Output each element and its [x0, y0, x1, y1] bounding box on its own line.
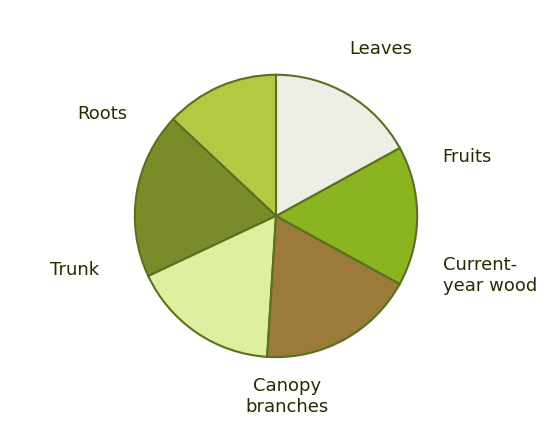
- Text: Canopy
branches: Canopy branches: [246, 377, 329, 416]
- Wedge shape: [267, 216, 400, 357]
- Wedge shape: [148, 216, 276, 357]
- Text: Fruits: Fruits: [442, 148, 492, 165]
- Text: Leaves: Leaves: [349, 40, 412, 58]
- Wedge shape: [276, 75, 400, 216]
- Wedge shape: [276, 148, 417, 284]
- Text: Trunk: Trunk: [50, 260, 100, 279]
- Wedge shape: [135, 119, 276, 276]
- Wedge shape: [173, 75, 276, 216]
- Text: Current-
year wood: Current- year wood: [442, 256, 537, 295]
- Text: Roots: Roots: [78, 105, 128, 123]
